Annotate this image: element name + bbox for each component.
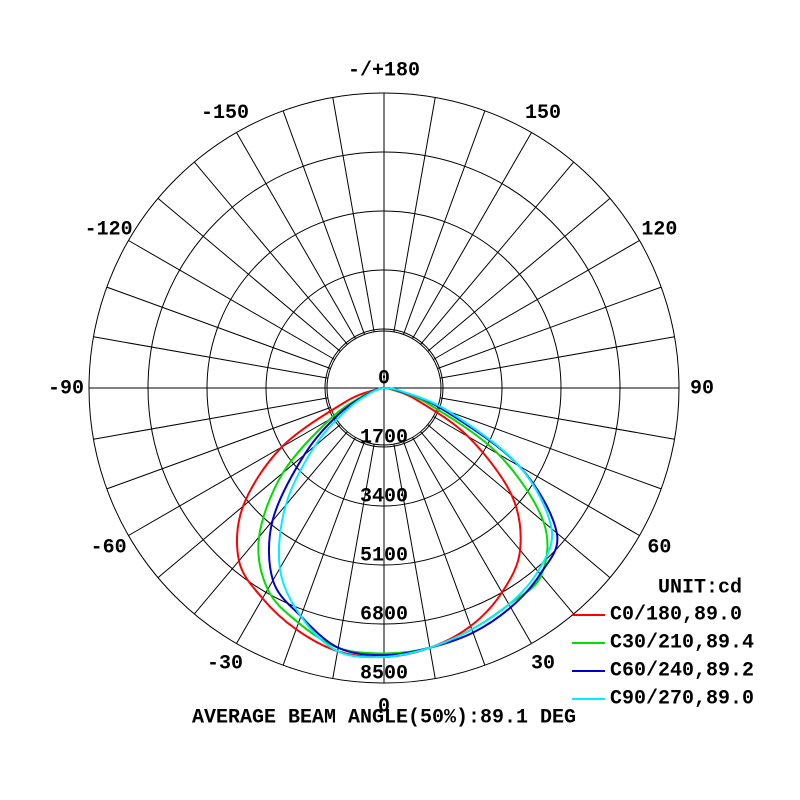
spoke (440, 336, 675, 379)
spoke (282, 110, 365, 335)
labels: 0 1700 3400 5100 6800 8500 -/+180 150 120 90 60 30 0… (48, 59, 714, 718)
curves (235, 386, 559, 659)
angle-tick-label: -30 (207, 653, 243, 676)
spoke (106, 407, 331, 490)
ring (206, 210, 562, 566)
spoke (332, 444, 375, 679)
spoke (93, 397, 328, 440)
spoke (420, 431, 575, 615)
spoke (128, 416, 335, 536)
grid (88, 92, 680, 684)
spoke (437, 407, 662, 490)
spoke (393, 97, 436, 332)
angle-tick-label: 120 (641, 218, 677, 241)
legend-label: C0/180,89.0 (610, 603, 742, 626)
legend-label: C30/210,89.4 (610, 631, 754, 654)
ring (265, 269, 503, 507)
spoke (427, 197, 611, 352)
spoke (433, 240, 640, 360)
spoke (437, 286, 662, 369)
spoke (332, 97, 375, 332)
angle-tick-label: -120 (85, 218, 133, 241)
unit-label: UNIT:cd (658, 576, 742, 599)
ring (147, 151, 621, 625)
spoke (157, 197, 341, 352)
angle-tick-label: -90 (48, 377, 84, 400)
spoke (420, 161, 575, 345)
spoke (236, 132, 356, 339)
angle-tick-label: 150 (525, 102, 561, 125)
intensity-curve (277, 387, 554, 659)
radial-tick-label: 5100 (360, 544, 408, 567)
angle-tick-label: 30 (531, 653, 555, 676)
spoke (93, 336, 328, 379)
spoke (412, 132, 532, 339)
radial-tick-label: 6800 (360, 603, 408, 626)
angle-tick-label: 60 (647, 536, 671, 559)
spoke (193, 161, 348, 345)
spoke (236, 437, 356, 644)
legend-label: C60/240,89.2 (610, 659, 754, 682)
inner-circle (326, 330, 442, 446)
spoke (393, 444, 436, 679)
angle-tick-label: -/+180 (348, 59, 420, 82)
spoke (106, 286, 331, 369)
spoke (157, 424, 341, 579)
intensity-curve (257, 386, 549, 655)
spoke (403, 110, 486, 335)
radial-tick-label: 3400 (360, 485, 408, 508)
radial-tick-label: 8500 (360, 662, 408, 685)
spoke (440, 397, 675, 440)
ring (88, 92, 680, 684)
angle-tick-label: 90 (690, 377, 714, 400)
spoke (427, 424, 611, 579)
angle-tick-label: 0 (378, 695, 390, 718)
radial-tick-label: 1700 (360, 426, 408, 449)
spoke (193, 431, 348, 615)
spoke (403, 441, 486, 666)
angle-tick-label: -60 (91, 536, 127, 559)
legend-label: C90/270,89.0 (610, 687, 754, 710)
spoke (282, 441, 365, 666)
angle-tick-label: -150 (201, 102, 249, 125)
spoke (412, 437, 532, 644)
ring (324, 328, 444, 448)
radial-tick-label: 0 (378, 367, 390, 390)
legend: C0/180,89.0 C30/210,89.4 C60/240,89.2 C90/2… (572, 603, 754, 710)
spoke (128, 240, 335, 360)
footer: AVERAGE BEAM ANGLE(50%):89.1 DEG (192, 706, 576, 729)
